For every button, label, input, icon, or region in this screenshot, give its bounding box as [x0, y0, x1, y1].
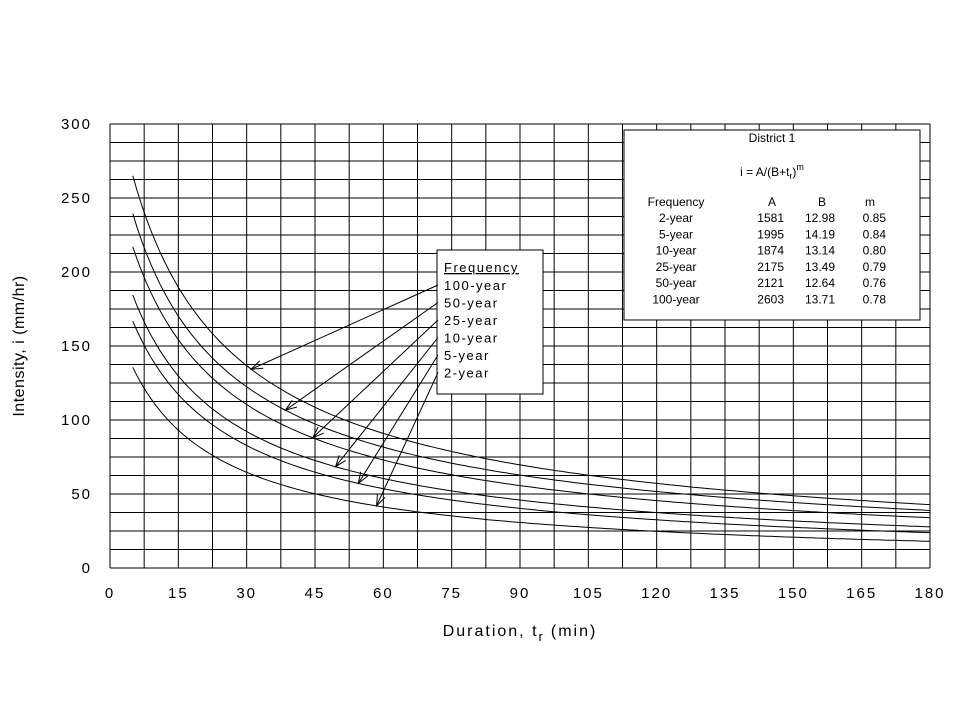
- table-title: District 1: [749, 131, 796, 145]
- table-cell: 13.14: [805, 244, 835, 258]
- legend-entry: 5-year: [444, 348, 490, 363]
- arrow-100-year: [251, 284, 439, 370]
- arrowhead: [375, 493, 386, 508]
- legend: Frequency 100-year 50-year 25-year 10-year 5…: [436, 249, 544, 395]
- x-tick-label: 15: [168, 585, 189, 602]
- table-cell: 12.98: [805, 211, 835, 225]
- table-header: Frequency: [648, 195, 705, 209]
- legend-entry: 50-year: [444, 296, 499, 311]
- x-tick-label: 75: [441, 585, 462, 602]
- x-tick-label: 30: [236, 585, 257, 602]
- y-tick-label: 150: [61, 338, 92, 355]
- table-cell: 13.71: [805, 293, 835, 307]
- y-tick-label: 300: [61, 116, 92, 133]
- x-tick-label: 180: [914, 585, 945, 602]
- table-cell: 0.85: [863, 211, 887, 225]
- table-cell: 0.84: [863, 227, 887, 241]
- legend-arrows: [249, 284, 439, 508]
- arrowhead: [284, 400, 298, 412]
- legend-entry: 100-year: [444, 278, 507, 293]
- table-cell: 0.80: [863, 244, 887, 258]
- arrow-25-year: [312, 319, 439, 439]
- x-tick-label: 0: [105, 585, 115, 602]
- arrow-5-year: [357, 354, 439, 484]
- y-tick-label: 250: [61, 190, 92, 207]
- y-tick-label: 50: [71, 486, 92, 503]
- legend-entries: 100-year 50-year 25-year 10-year 5-year 2-yea…: [444, 278, 507, 381]
- table-cell: 25-year: [656, 260, 697, 274]
- table-cell: 0.76: [863, 276, 887, 290]
- table-cell: 1581: [757, 211, 784, 225]
- x-tick-label: 165: [846, 585, 877, 602]
- legend-entry: 10-year: [444, 331, 499, 346]
- y-tick-label: 0: [82, 560, 92, 577]
- y-tick-label: 100: [61, 412, 92, 429]
- x-tick-label: 90: [510, 585, 531, 602]
- table-cell: 1995: [757, 227, 784, 241]
- curve-10-year: [132, 294, 931, 528]
- arrow-2-year: [376, 372, 439, 507]
- table-formula: i = A/(B+tr)m: [740, 162, 804, 181]
- x-tick-label: 135: [709, 585, 740, 602]
- table-cell: 1874: [757, 244, 784, 258]
- table-header: B: [818, 195, 826, 209]
- table-header: m: [865, 195, 875, 209]
- table-cell: 0.78: [863, 293, 887, 307]
- legend-entry: 25-year: [444, 313, 499, 328]
- curves: [132, 175, 931, 542]
- arrow-50-year: [285, 302, 439, 411]
- arrowhead: [334, 455, 346, 468]
- table-cell: 50-year: [656, 276, 697, 290]
- x-tick-label: 60: [373, 585, 394, 602]
- x-tick-label: 150: [778, 585, 809, 602]
- table-header: A: [768, 195, 776, 209]
- table-cell: 13.49: [805, 260, 835, 274]
- y-axis-title: Intensity, i (mm/hr): [11, 275, 28, 416]
- curve-100-year: [132, 175, 931, 506]
- table-cell: 100-year: [652, 293, 699, 307]
- arrow-10-year: [335, 337, 439, 468]
- x-axis-title: Duration, tr (min): [443, 623, 598, 644]
- y-tick-label: 200: [61, 264, 92, 281]
- curve-5-year: [132, 320, 931, 534]
- x-tick-label: 105: [573, 585, 604, 602]
- arrowhead: [249, 360, 264, 370]
- table-cell: 10-year: [656, 244, 697, 258]
- arrowhead: [357, 471, 369, 485]
- table-cell: 2175: [757, 260, 784, 274]
- table-cell: 5-year: [659, 227, 693, 241]
- table-cell: 14.19: [805, 227, 835, 241]
- y-tick-labels: 0 50 100 150 200 250 300: [61, 116, 92, 577]
- legend-entry: 2-year: [444, 366, 490, 381]
- table-cell: 2121: [757, 276, 784, 290]
- arrowhead: [311, 426, 324, 439]
- table-cell: 2-year: [659, 211, 693, 225]
- curve-2-year: [132, 367, 931, 542]
- table-cell: 2603: [757, 293, 784, 307]
- table-cell: 12.64: [805, 276, 835, 290]
- table-cell: 0.79: [863, 260, 887, 274]
- curve-50-year: [132, 213, 931, 511]
- legend-title: Frequency: [444, 260, 519, 275]
- curve-25-year: [132, 246, 931, 519]
- x-tick-labels: 0 15 30 45 60 75 90 105 120 135 150 165 180: [105, 585, 945, 602]
- x-tick-label: 45: [305, 585, 326, 602]
- x-tick-label: 120: [641, 585, 672, 602]
